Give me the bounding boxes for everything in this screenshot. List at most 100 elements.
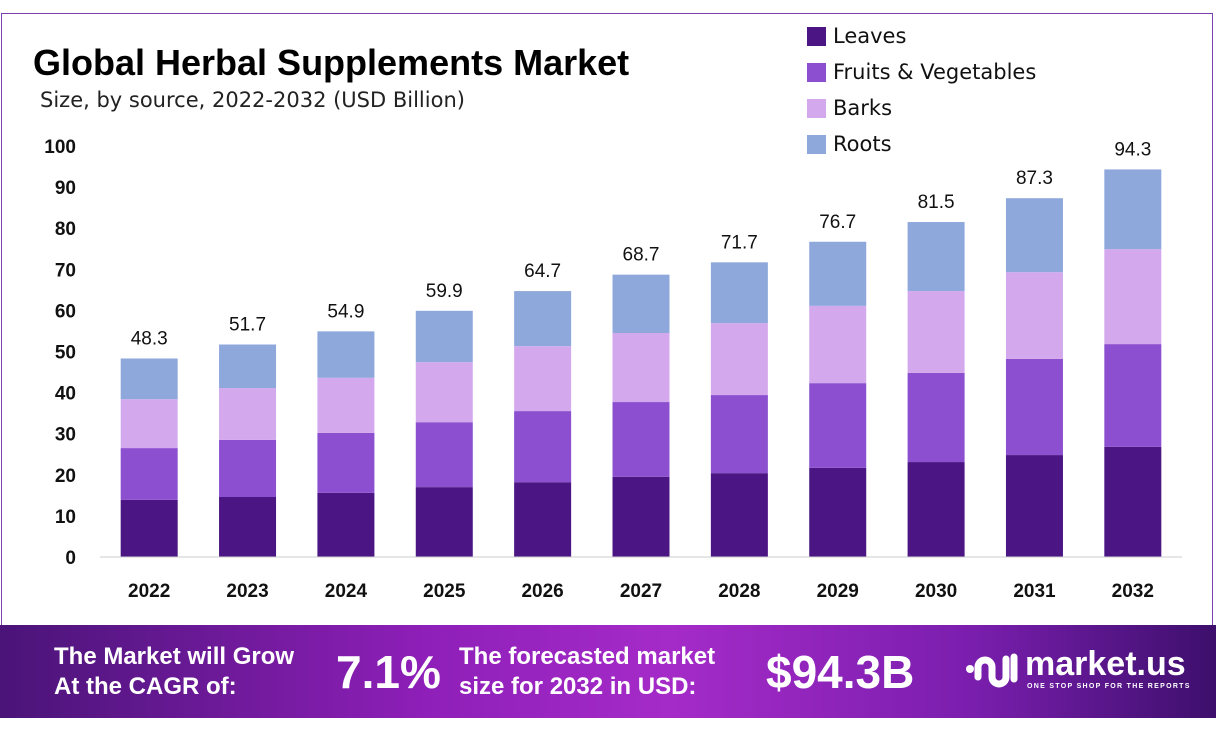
bar-segment-barks bbox=[317, 377, 375, 433]
legend-swatch bbox=[807, 98, 826, 118]
legend-swatch bbox=[807, 134, 826, 154]
bar-segment-fruits-vegetables bbox=[415, 422, 473, 488]
market-us-logo-icon bbox=[966, 653, 1018, 688]
total-data-label: 68.7 bbox=[623, 245, 660, 266]
cagr-label-line1: The Market will Grow bbox=[54, 643, 295, 670]
total-data-label: 51.7 bbox=[229, 315, 266, 336]
y-tick-label: 50 bbox=[55, 343, 76, 364]
bar-segment-fruits-vegetables bbox=[219, 439, 277, 497]
bar-segment-roots bbox=[809, 241, 867, 306]
forecast-label: The forecasted market size for 2032 in U… bbox=[459, 642, 715, 702]
bar-segment-leaves bbox=[317, 492, 375, 557]
total-data-label: 59.9 bbox=[426, 281, 463, 302]
brand-tagline: ONE STOP SHOP FOR THE REPORTS bbox=[1027, 683, 1191, 690]
y-tick-label: 10 bbox=[55, 507, 76, 528]
x-tick-label: 2030 bbox=[915, 581, 957, 602]
y-tick-label: 70 bbox=[55, 260, 76, 281]
x-tick-label: 2029 bbox=[817, 581, 859, 602]
bar-segment-leaves bbox=[219, 496, 277, 557]
chart-title: Global Herbal Supplements Market bbox=[33, 42, 630, 83]
bar-segment-fruits-vegetables bbox=[809, 383, 867, 468]
bar-segment-roots bbox=[1005, 198, 1063, 273]
bar-segment-fruits-vegetables bbox=[317, 432, 375, 493]
bar-segment-barks bbox=[809, 305, 867, 384]
y-tick-label: 90 bbox=[55, 178, 76, 199]
bar-segment-barks bbox=[612, 333, 670, 403]
brand-name: market.us bbox=[1025, 645, 1186, 683]
bar-segment-roots bbox=[219, 344, 277, 389]
legend-label: Barks bbox=[833, 96, 893, 120]
x-tick-label: 2022 bbox=[128, 581, 170, 602]
bar-segment-leaves bbox=[612, 476, 670, 557]
forecast-label-line2: size for 2032 in USD: bbox=[459, 673, 697, 700]
bar-segment-leaves bbox=[120, 499, 178, 557]
total-data-label: 94.3 bbox=[1114, 139, 1151, 160]
bar-segment-fruits-vegetables bbox=[514, 411, 572, 483]
total-data-label: 71.7 bbox=[721, 232, 758, 253]
bar-segment-fruits-vegetables bbox=[1005, 358, 1063, 456]
bar-segment-leaves bbox=[907, 462, 965, 557]
cagr-label-line2: At the CAGR of: bbox=[54, 673, 237, 700]
bar-segment-barks bbox=[710, 323, 768, 396]
total-data-label: 64.7 bbox=[524, 261, 561, 282]
legend-label: Roots bbox=[833, 132, 892, 156]
bar-segment-leaves bbox=[514, 482, 572, 557]
legend: Leaves Fruits & Vegetables Barks Roots bbox=[807, 18, 1036, 162]
y-tick-label: 0 bbox=[65, 548, 76, 569]
bar-segment-barks bbox=[1005, 272, 1063, 359]
legend-item: Barks bbox=[807, 90, 1036, 126]
bar-segment-leaves bbox=[415, 487, 473, 557]
bar-segment-fruits-vegetables bbox=[710, 395, 768, 474]
x-tick-label: 2027 bbox=[620, 581, 662, 602]
x-tick-label: 2031 bbox=[1013, 581, 1056, 602]
bar-segment-roots bbox=[612, 274, 670, 334]
x-tick-label: 2026 bbox=[521, 581, 563, 602]
total-data-label: 48.3 bbox=[131, 328, 168, 349]
y-tick-label: 100 bbox=[44, 137, 76, 158]
bar-segment-roots bbox=[415, 310, 473, 363]
y-tick-label: 20 bbox=[55, 466, 76, 487]
forecast-label-line1: The forecasted market bbox=[459, 643, 716, 670]
x-tick-label: 2023 bbox=[226, 581, 268, 602]
x-tick-label: 2025 bbox=[423, 581, 466, 602]
bar-segment-roots bbox=[710, 262, 768, 324]
bar-segment-leaves bbox=[1005, 455, 1063, 557]
bar-segment-roots bbox=[514, 291, 572, 347]
bar-segment-roots bbox=[907, 222, 965, 292]
forecast-value: $94.3B bbox=[766, 646, 915, 698]
footer-banner: The Market will Grow At the CAGR of: 7.1… bbox=[0, 625, 1216, 718]
cagr-label: The Market will Grow At the CAGR of: bbox=[54, 642, 294, 702]
legend-item: Fruits & Vegetables bbox=[807, 54, 1036, 90]
bar-segment-fruits-vegetables bbox=[907, 372, 965, 463]
legend-swatch bbox=[807, 62, 826, 82]
total-data-label: 87.3 bbox=[1016, 168, 1053, 189]
y-tick-label: 80 bbox=[55, 219, 76, 240]
stacked-bar-chart: 010203040506070809010048.3202251.7202354… bbox=[44, 137, 1182, 602]
bar-segment-fruits-vegetables bbox=[120, 448, 178, 500]
legend-swatch bbox=[807, 26, 826, 46]
y-tick-label: 40 bbox=[55, 384, 76, 405]
total-data-label: 81.5 bbox=[918, 192, 955, 213]
bar-segment-fruits-vegetables bbox=[1104, 344, 1162, 447]
x-tick-label: 2028 bbox=[718, 581, 760, 602]
bar-segment-barks bbox=[415, 362, 473, 423]
bar-segment-fruits-vegetables bbox=[612, 402, 670, 477]
total-data-label: 76.7 bbox=[819, 212, 856, 233]
legend-label: Leaves bbox=[833, 24, 907, 48]
legend-item: Roots bbox=[807, 126, 1036, 162]
bar-segment-barks bbox=[514, 346, 572, 412]
chart-subtitle: Size, by source, 2022-2032 (USD Billion) bbox=[40, 88, 465, 112]
x-tick-label: 2032 bbox=[1112, 581, 1154, 602]
total-data-label: 54.9 bbox=[327, 301, 364, 322]
cagr-value: 7.1% bbox=[336, 646, 441, 698]
legend-item: Leaves bbox=[807, 18, 1036, 54]
bar-segment-roots bbox=[120, 358, 178, 400]
legend-label: Fruits & Vegetables bbox=[833, 60, 1037, 84]
y-tick-label: 60 bbox=[55, 301, 76, 322]
bar-segment-roots bbox=[1104, 169, 1162, 250]
bar-segment-barks bbox=[907, 291, 965, 373]
bar-segment-roots bbox=[317, 331, 375, 378]
bar-segment-barks bbox=[120, 399, 178, 449]
bar-segment-leaves bbox=[710, 473, 768, 557]
